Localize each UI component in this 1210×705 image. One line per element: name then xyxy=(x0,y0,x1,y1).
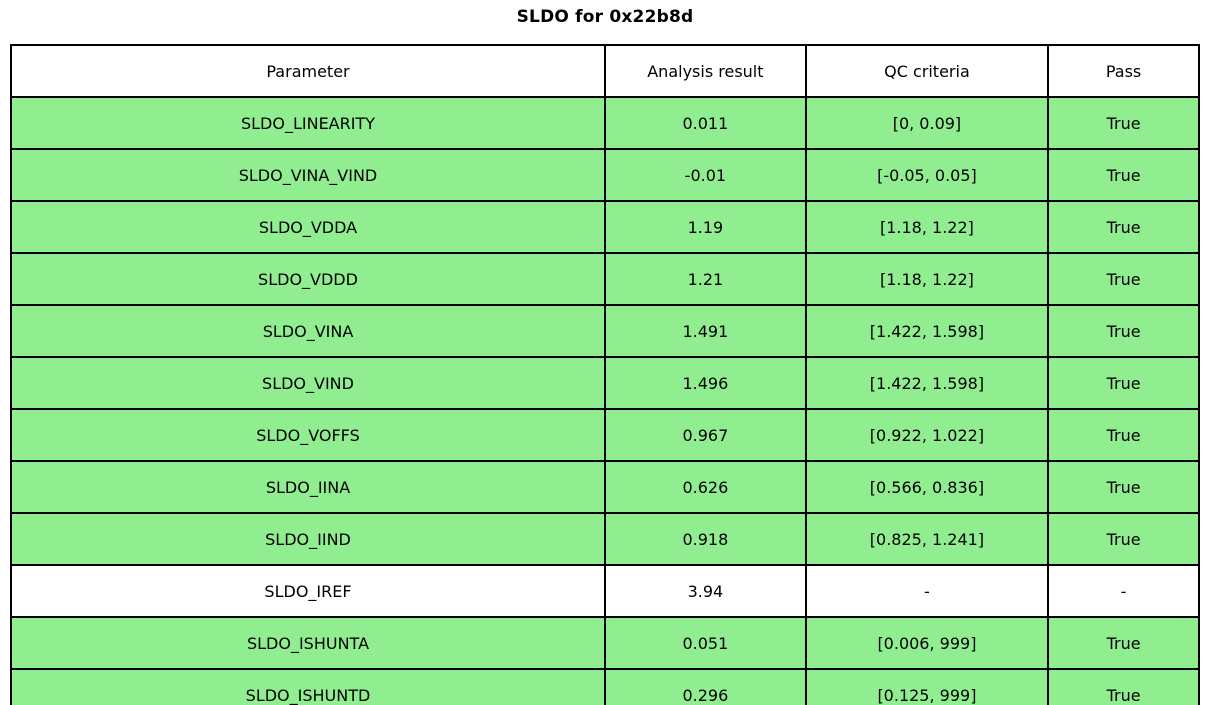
parameter-cell: SLDO_VINA_VIND xyxy=(10,148,606,202)
analysis-result-cell: 3.94 xyxy=(604,564,807,618)
qc-criteria-cell: - xyxy=(804,564,1050,618)
pass-cell: True xyxy=(1047,668,1200,705)
parameter-cell: SLDO_ISHUNTA xyxy=(10,616,606,670)
analysis-result-cell: 1.496 xyxy=(604,356,807,410)
qc-criteria-cell: [0.006, 999] xyxy=(804,616,1050,670)
qc-criteria-cell: [1.422, 1.598] xyxy=(804,304,1050,358)
analysis-result-cell: 1.491 xyxy=(604,304,807,358)
parameter-cell: SLDO_VDDD xyxy=(10,252,606,306)
parameter-cell: SLDO_IIND xyxy=(10,512,606,566)
pass-cell: True xyxy=(1047,512,1200,566)
parameter-cell: SLDO_VIND xyxy=(10,356,606,410)
table-row: SLDO_ISHUNTA 0.051 [0.006, 999] True xyxy=(10,616,1200,670)
table-row: SLDO_VINA 1.491 [1.422, 1.598] True xyxy=(10,304,1200,358)
parameter-cell: SLDO_LINEARITY xyxy=(10,96,606,150)
column-header-pass: Pass xyxy=(1047,44,1200,98)
pass-cell: True xyxy=(1047,304,1200,358)
table-row: SLDO_IINA 0.626 [0.566, 0.836] True xyxy=(10,460,1200,514)
page-title: SLDO for 0x22b8d xyxy=(516,7,694,27)
pass-cell: True xyxy=(1047,616,1200,670)
analysis-result-cell: 0.051 xyxy=(604,616,807,670)
pass-cell: True xyxy=(1047,148,1200,202)
table-row: SLDO_ISHUNTD 0.296 [0.125, 999] True xyxy=(10,668,1200,705)
table-row: SLDO_VOFFS 0.967 [0.922, 1.022] True xyxy=(10,408,1200,462)
analysis-result-cell: 0.626 xyxy=(604,460,807,514)
parameter-cell: SLDO_VINA xyxy=(10,304,606,358)
table-row: SLDO_VDDA 1.19 [1.18, 1.22] True xyxy=(10,200,1200,254)
table-row: SLDO_VDDD 1.21 [1.18, 1.22] True xyxy=(10,252,1200,306)
qc-criteria-cell: [-0.05, 0.05] xyxy=(804,148,1050,202)
parameter-cell: SLDO_VOFFS xyxy=(10,408,606,462)
qc-criteria-cell: [1.422, 1.598] xyxy=(804,356,1050,410)
parameter-cell: SLDO_ISHUNTD xyxy=(10,668,606,705)
table-row: SLDO_IIND 0.918 [0.825, 1.241] True xyxy=(10,512,1200,566)
header-row: Parameter Analysis result QC criteria Pa… xyxy=(10,44,1200,98)
column-header-analysis-result: Analysis result xyxy=(604,44,807,98)
parameter-cell: SLDO_VDDA xyxy=(10,200,606,254)
pass-cell: True xyxy=(1047,96,1200,150)
pass-cell: True xyxy=(1047,252,1200,306)
analysis-result-cell: 0.918 xyxy=(604,512,807,566)
pass-cell: True xyxy=(1047,408,1200,462)
qc-criteria-cell: [0, 0.09] xyxy=(804,96,1050,150)
table-row: SLDO_IREF 3.94- - xyxy=(10,564,1200,618)
qc-criteria-cell: [0.922, 1.022] xyxy=(804,408,1050,462)
analysis-result-cell: 0.967 xyxy=(604,408,807,462)
parameter-cell: SLDO_IINA xyxy=(10,460,606,514)
analysis-result-cell: 0.296 xyxy=(604,668,807,705)
table-row: SLDO_LINEARITY 0.011 [0, 0.09] True xyxy=(10,96,1200,150)
parameter-cell: SLDO_IREF xyxy=(10,564,606,618)
table-body: SLDO_LINEARITY 0.011 [0, 0.09] True SLDO_VIN… xyxy=(10,96,1200,705)
table-header: Parameter Analysis result QC criteria Pa… xyxy=(10,44,1200,98)
analysis-result-cell: 1.19 xyxy=(604,200,807,254)
qc-criteria-cell: [1.18, 1.22] xyxy=(804,200,1050,254)
qc-criteria-cell: [0.825, 1.241] xyxy=(804,512,1050,566)
analysis-result-cell: -0.01 xyxy=(604,148,807,202)
qc-criteria-cell: [0.566, 0.836] xyxy=(804,460,1050,514)
analysis-result-cell: 1.21 xyxy=(604,252,807,306)
pass-cell: True xyxy=(1047,200,1200,254)
pass-cell: - xyxy=(1047,564,1200,618)
column-header-parameter: Parameter xyxy=(10,44,606,98)
pass-cell: True xyxy=(1047,460,1200,514)
table-row: SLDO_VIND 1.496 [1.422, 1.598] True xyxy=(10,356,1200,410)
column-header-qc-criteria: QC criteria xyxy=(804,44,1050,98)
table-row: SLDO_VINA_VIND -0.01 [-0.05, 0.05] True xyxy=(10,148,1200,202)
analysis-result-cell: 0.011 xyxy=(604,96,807,150)
qc-results-table: Parameter Analysis result QC criteria Pa… xyxy=(10,44,1200,705)
qc-criteria-cell: [1.18, 1.22] xyxy=(804,252,1050,306)
qc-criteria-cell: [0.125, 999] xyxy=(804,668,1050,705)
pass-cell: True xyxy=(1047,356,1200,410)
